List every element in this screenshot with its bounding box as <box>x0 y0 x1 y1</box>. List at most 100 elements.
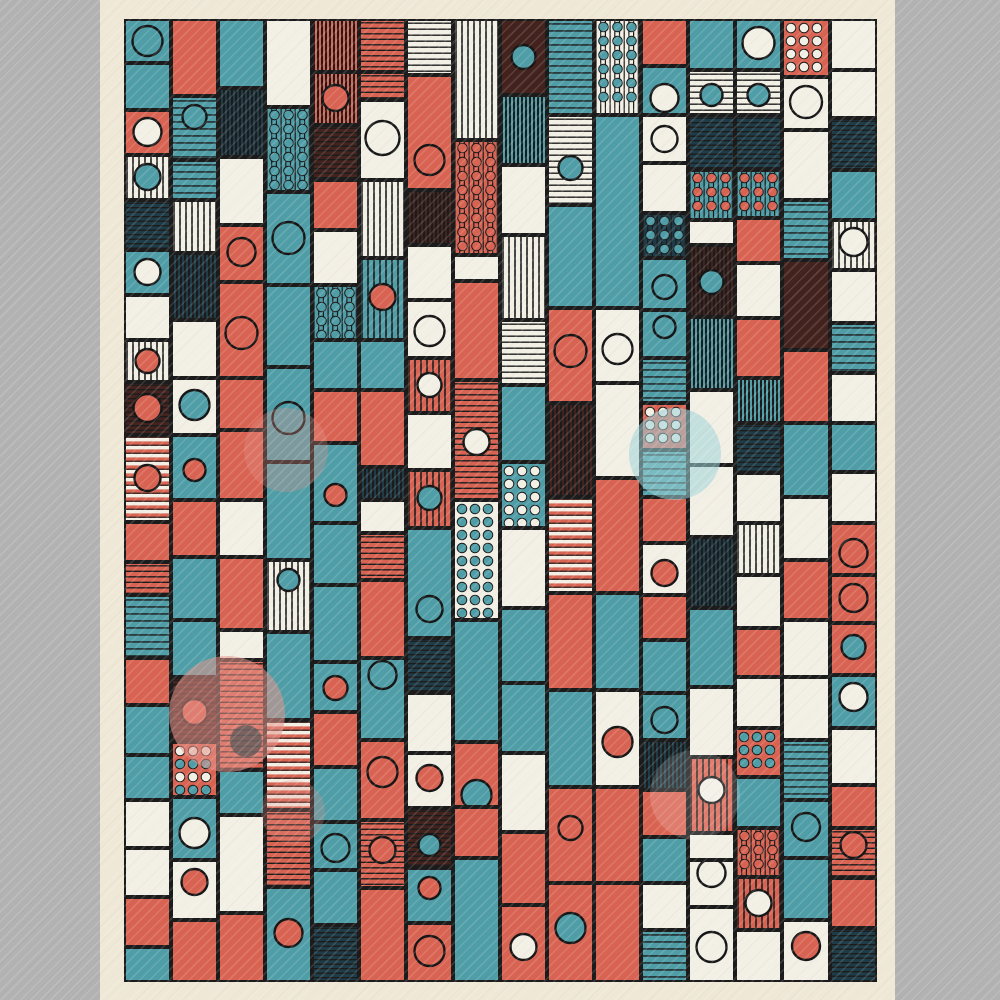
quilt-cell <box>782 920 830 982</box>
quilt-cell <box>312 443 359 523</box>
overlay-translucent-circle <box>650 750 740 840</box>
quilt-cell <box>830 323 877 373</box>
quilt-cell <box>830 828 877 878</box>
quilt-cell <box>547 403 594 497</box>
quilt-cell <box>171 920 218 982</box>
quilt-cell <box>594 478 641 593</box>
quilt-cell <box>735 575 782 628</box>
filled-circle <box>134 347 161 375</box>
quilt-cell <box>312 712 359 767</box>
quilt-cell <box>453 500 500 620</box>
filled-circle <box>416 371 443 399</box>
quilt-cell <box>312 523 359 585</box>
filled-circle <box>181 103 208 131</box>
quilt-cell <box>500 608 547 683</box>
filled-circle <box>649 82 680 114</box>
quilt-cell <box>171 500 218 557</box>
quilt-cell <box>500 905 547 982</box>
quilt-cell <box>312 180 359 230</box>
quilt-cell <box>782 677 830 740</box>
quilt-cell <box>218 282 265 378</box>
quilt-cell <box>265 810 312 887</box>
outline-circle <box>790 811 822 843</box>
quilt-cell <box>500 683 547 753</box>
quilt-cell <box>688 833 735 860</box>
quilt-cell <box>312 822 359 870</box>
filled-circle <box>368 282 397 312</box>
quilt-cell <box>359 658 406 740</box>
filled-circle <box>368 835 397 865</box>
filled-circle <box>416 484 443 512</box>
filled-circle <box>417 875 442 901</box>
quilt-cell <box>124 848 171 897</box>
quilt-cell <box>453 858 500 982</box>
quilt-cell <box>406 923 453 982</box>
quilt-cell <box>641 790 688 837</box>
quilt-cell <box>641 66 688 115</box>
overlay-translucent-circle <box>629 408 721 500</box>
quilt-cell <box>124 947 171 982</box>
quilt-cell <box>359 100 406 180</box>
quilt-cell <box>735 423 782 473</box>
quilt-cell <box>312 662 359 712</box>
quilt-cell <box>453 380 500 500</box>
quilt-cell <box>500 95 547 165</box>
quilt-cell <box>547 593 594 690</box>
filled-circle <box>698 268 725 296</box>
quilt-cell <box>406 358 453 413</box>
filled-circle <box>838 681 869 713</box>
quilt-cell <box>594 690 641 787</box>
outline-circle <box>320 832 351 864</box>
quilt-cell <box>359 888 406 982</box>
quilt-cell <box>265 192 312 285</box>
quilt-cell <box>406 300 453 358</box>
quilt-cell <box>500 753 547 832</box>
quilt-cell <box>641 358 688 403</box>
quilt-cell <box>406 470 453 528</box>
quilt-cell <box>406 75 453 190</box>
filled-circle <box>699 82 724 108</box>
quilt-cell <box>171 96 218 160</box>
quilt-cell <box>688 245 735 317</box>
quilt-cell <box>359 820 406 888</box>
quilt-cell <box>406 868 453 923</box>
outline-circle <box>367 659 398 691</box>
quilt-cell <box>735 523 782 575</box>
quilt-cell <box>641 837 688 883</box>
quilt-cell <box>124 562 171 595</box>
quilt-cell <box>830 575 877 623</box>
quilt-cell <box>688 170 735 220</box>
quilt-cell <box>124 250 171 295</box>
quilt-cell <box>830 19 877 70</box>
quilt-cell <box>735 473 782 523</box>
quilt-cell <box>782 740 830 800</box>
quilt-cell <box>312 19 359 72</box>
quilt-cell <box>688 537 735 608</box>
quilt-cell <box>688 220 735 245</box>
outline-circle <box>788 84 824 120</box>
filled-circle <box>178 816 211 850</box>
quilt-cell <box>641 740 688 790</box>
outline-circle <box>366 755 399 789</box>
outline-circle <box>838 537 869 569</box>
quilt-cell <box>830 118 877 170</box>
quilt-cell <box>453 281 500 380</box>
quilt-cell <box>641 497 688 543</box>
filled-circle <box>133 257 162 287</box>
filled-circle <box>322 674 349 702</box>
quilt-cell <box>171 160 218 200</box>
quilt-cell <box>406 190 453 245</box>
quilt-cell <box>688 860 735 907</box>
quilt-cell <box>641 543 688 595</box>
quilt-cell <box>359 467 406 500</box>
quilt-cell <box>359 19 406 72</box>
filled-circle <box>415 763 444 793</box>
quilt-cell <box>171 557 218 620</box>
outline-circle <box>413 934 446 968</box>
filled-circle <box>462 427 491 457</box>
quilt-cell <box>124 110 171 155</box>
quilt-cell <box>124 705 171 755</box>
quilt-cell <box>594 308 641 383</box>
outline-circle <box>557 814 584 842</box>
quilt-cell <box>406 413 453 470</box>
